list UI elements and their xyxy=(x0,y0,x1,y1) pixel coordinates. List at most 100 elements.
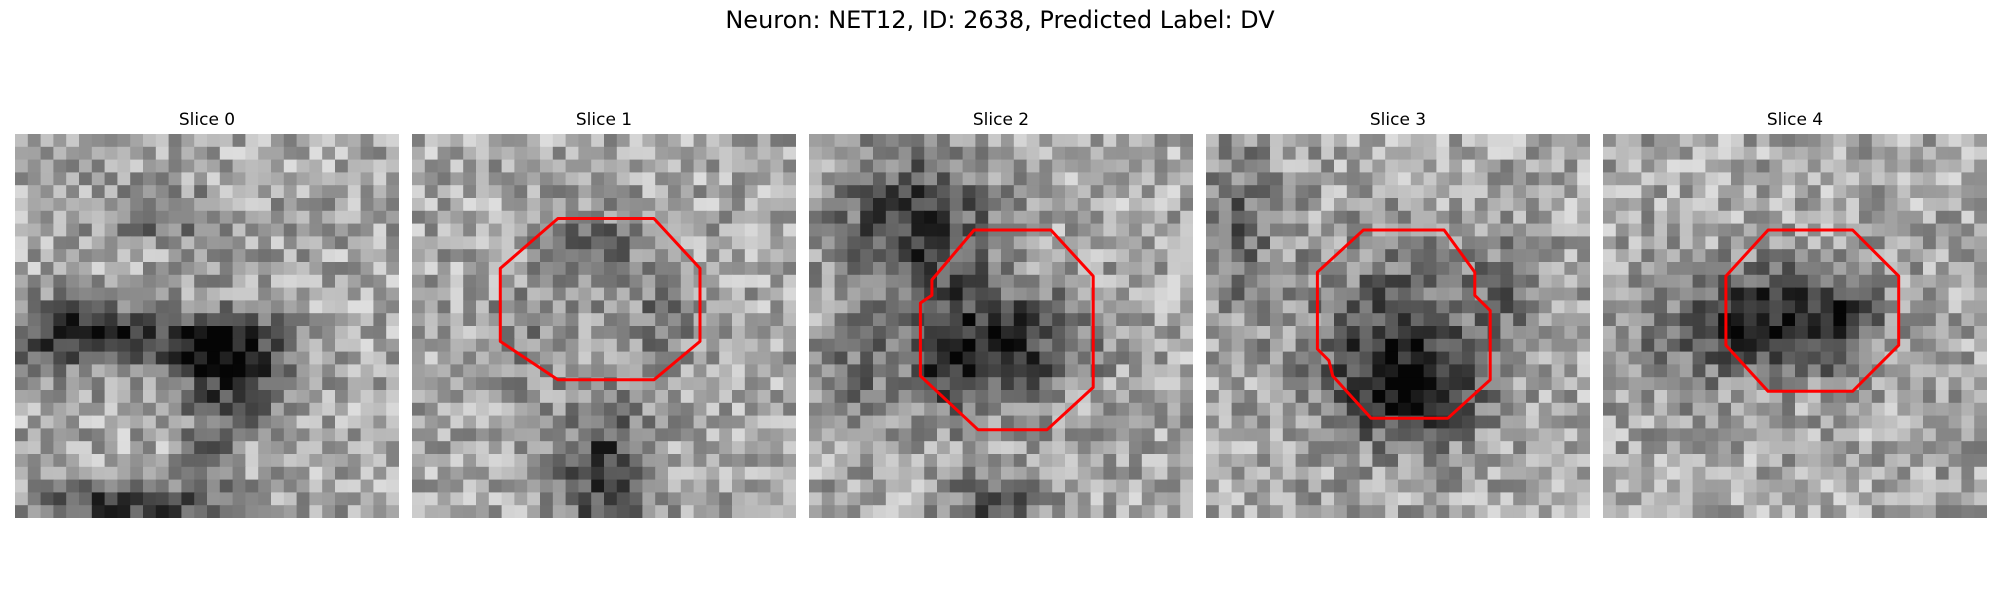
pixel xyxy=(1935,198,1950,212)
pixel xyxy=(1718,223,1732,237)
pixel xyxy=(1129,300,1143,314)
pixel xyxy=(578,364,592,378)
pixel xyxy=(540,198,554,212)
pixel xyxy=(1231,159,1245,173)
pixel xyxy=(1564,262,1578,276)
pixel xyxy=(296,134,310,148)
pixel xyxy=(1039,326,1053,340)
pixel xyxy=(1948,313,1962,327)
pixel xyxy=(860,262,874,276)
pixel xyxy=(386,454,399,468)
pixel xyxy=(1129,249,1143,263)
pixel xyxy=(1077,172,1092,186)
pixel xyxy=(1551,326,1565,340)
pixel xyxy=(1077,428,1092,442)
pixel xyxy=(1077,454,1092,468)
pixel xyxy=(1782,466,1796,481)
pixel xyxy=(117,479,131,493)
pixel xyxy=(1001,198,1015,212)
pixel xyxy=(476,236,490,250)
pixel xyxy=(1295,505,1309,518)
pixel xyxy=(1013,262,1028,276)
pixel xyxy=(1116,198,1130,212)
pixel xyxy=(322,454,336,468)
pixel xyxy=(1282,326,1297,340)
pixel xyxy=(847,223,861,237)
pixel xyxy=(360,505,374,518)
pixel xyxy=(232,185,246,199)
pixel xyxy=(1538,210,1553,225)
pixel xyxy=(1180,338,1193,353)
pixel xyxy=(1077,287,1092,301)
pixel xyxy=(219,159,234,173)
pixel xyxy=(578,198,592,212)
pixel xyxy=(347,326,362,340)
pixel xyxy=(655,287,669,301)
pixel xyxy=(1270,185,1284,199)
pixel xyxy=(527,198,541,212)
pixel xyxy=(1154,415,1168,429)
pixel xyxy=(450,466,464,481)
pixel xyxy=(1359,390,1373,404)
pixel xyxy=(1154,338,1168,353)
pixel xyxy=(1782,300,1796,314)
pixel xyxy=(1603,274,1617,289)
pixel xyxy=(1641,454,1655,468)
pixel xyxy=(1359,326,1373,340)
pixel xyxy=(1129,287,1143,301)
pixel xyxy=(937,415,951,429)
pixel xyxy=(1615,415,1630,429)
pixel xyxy=(1206,287,1220,301)
pixel xyxy=(1769,313,1783,327)
pixel xyxy=(1436,210,1450,225)
pixel xyxy=(655,274,669,289)
pixel xyxy=(706,505,720,518)
pixel xyxy=(847,185,861,199)
pixel xyxy=(53,364,67,378)
pixel xyxy=(181,146,195,161)
pixel xyxy=(40,223,54,237)
pixel xyxy=(1449,146,1463,161)
pixel xyxy=(1257,159,1271,173)
pixel xyxy=(988,172,1002,186)
pixel xyxy=(604,466,618,481)
pixel xyxy=(962,492,976,506)
pixel xyxy=(1231,313,1245,327)
pixel xyxy=(1705,210,1719,225)
pixel xyxy=(1897,351,1911,365)
pixel xyxy=(1398,454,1412,468)
pixel xyxy=(1206,479,1220,493)
pixel xyxy=(168,134,182,148)
pixel xyxy=(27,146,42,161)
pixel xyxy=(1129,146,1143,161)
pixel xyxy=(1551,415,1565,429)
pixel xyxy=(1372,313,1386,327)
pixel xyxy=(347,479,362,493)
pixel xyxy=(975,402,989,417)
pixel xyxy=(1410,210,1425,225)
pixel xyxy=(1103,326,1117,340)
pixel xyxy=(1833,364,1847,378)
pixel xyxy=(1884,249,1898,263)
pixel xyxy=(245,134,259,148)
pixel xyxy=(552,249,567,263)
pixel xyxy=(1859,159,1873,173)
pixel xyxy=(885,479,900,493)
pixel xyxy=(604,454,618,468)
pixel xyxy=(1897,274,1911,289)
pixel xyxy=(1231,351,1245,365)
pixel xyxy=(1167,479,1181,493)
pixel xyxy=(540,262,554,276)
pixel xyxy=(732,326,746,340)
pixel xyxy=(53,262,67,276)
pixel xyxy=(155,210,170,225)
pixel xyxy=(1218,262,1233,276)
pixel xyxy=(719,236,733,250)
pixel xyxy=(809,402,823,417)
pixel xyxy=(1218,313,1233,327)
pixel xyxy=(1462,159,1476,173)
pixel xyxy=(604,300,618,314)
pixel xyxy=(1244,351,1258,365)
pixel xyxy=(1923,300,1937,314)
pixel xyxy=(1846,492,1860,506)
